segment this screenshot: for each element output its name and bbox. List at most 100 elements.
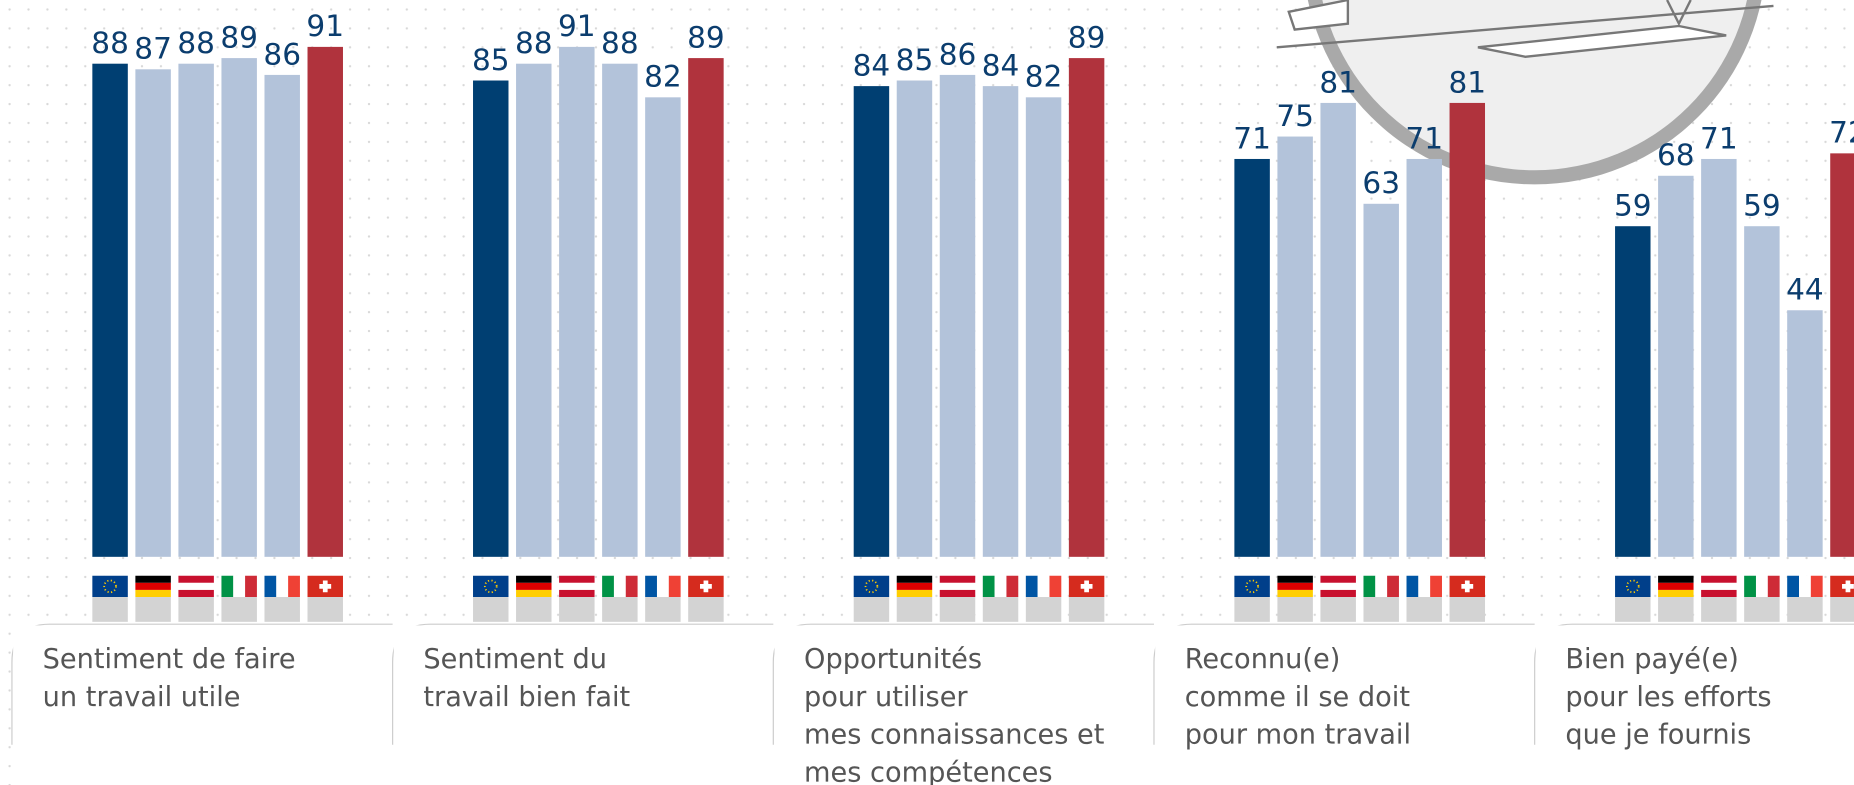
flag [940, 583, 975, 590]
flag-base [897, 597, 932, 622]
flag [1407, 576, 1419, 597]
flag [1363, 576, 1375, 597]
value-label: 84 [853, 48, 891, 82]
bar [92, 64, 127, 557]
category-label: Bien payé(e) [1565, 644, 1738, 675]
flag [645, 576, 657, 597]
flag-base [516, 597, 551, 622]
flag-base [92, 597, 127, 622]
value-label: 81 [1448, 65, 1486, 99]
bar [854, 86, 889, 557]
flag-base [1026, 597, 1061, 622]
bar [135, 69, 170, 557]
flag-base [1234, 597, 1269, 622]
value-label: 63 [1362, 166, 1400, 200]
value-label: 87 [134, 32, 172, 66]
bar [1277, 137, 1312, 557]
category-label: que je fournis [1565, 720, 1751, 751]
chart: 888788898691Sentiment de faireun travail… [0, 0, 1854, 785]
value-label: 88 [515, 26, 553, 60]
value-label: 71 [1700, 121, 1738, 155]
flag [178, 583, 213, 590]
flag-base [854, 597, 889, 622]
flag [233, 576, 245, 597]
flag [983, 576, 995, 597]
bar [1026, 97, 1061, 557]
flag [1658, 583, 1693, 590]
flag-base [559, 597, 594, 622]
flag [1658, 590, 1693, 597]
flag [897, 583, 932, 590]
flag-base [178, 597, 213, 622]
bar [516, 64, 551, 557]
value-label: 84 [982, 48, 1020, 82]
flag [602, 576, 614, 597]
flag [559, 590, 594, 597]
value-label: 91 [306, 9, 344, 43]
value-label: 44 [1786, 273, 1824, 307]
value-label: 71 [1405, 121, 1443, 155]
flag-base [1615, 597, 1650, 622]
value-label: 85 [472, 43, 510, 77]
flag [1320, 590, 1355, 597]
bar [940, 75, 975, 557]
bar [1701, 159, 1736, 557]
flag [1756, 576, 1768, 597]
flag [1701, 590, 1736, 597]
flag [1049, 576, 1061, 597]
category-label: travail bien fait [423, 682, 630, 713]
category-label: mes connaissances et [804, 720, 1105, 751]
bar [1069, 58, 1104, 557]
flag [1038, 576, 1050, 597]
category-label: Sentiment de faire [43, 644, 296, 675]
flag [178, 576, 213, 583]
bar [1830, 153, 1854, 556]
flag [1234, 576, 1269, 597]
flag-base [688, 597, 723, 622]
flag [264, 576, 276, 597]
flag [1615, 576, 1650, 597]
bar [308, 47, 343, 557]
flag [135, 590, 170, 597]
flag [559, 576, 594, 583]
flag [1658, 576, 1693, 583]
flag [657, 576, 669, 597]
flag [1006, 576, 1018, 597]
bar [983, 86, 1018, 557]
flag [626, 576, 638, 597]
value-label: 88 [601, 26, 639, 60]
flag [614, 576, 626, 597]
flag [1387, 576, 1399, 597]
value-label: 72 [1829, 116, 1854, 150]
flag [516, 576, 551, 583]
flag-base [135, 597, 170, 622]
flag [940, 590, 975, 597]
flag [288, 576, 300, 597]
flag [897, 590, 932, 597]
bar [1407, 159, 1442, 557]
bar [1658, 176, 1693, 557]
bar [1363, 204, 1398, 557]
flag-base [1658, 597, 1693, 622]
category-label: comme il se doit [1185, 682, 1411, 713]
flag [1320, 576, 1355, 583]
value-label: 81 [1319, 65, 1357, 99]
flag [940, 576, 975, 583]
flag [516, 583, 551, 590]
flag-base [940, 597, 975, 622]
value-label: 86 [939, 37, 977, 71]
flag-base [1320, 597, 1355, 622]
flag-base [1069, 597, 1104, 622]
bar [897, 81, 932, 557]
category-label: Reconnu(e) [1185, 644, 1341, 675]
flag [1799, 576, 1811, 597]
bar [264, 75, 299, 557]
flag-base [602, 597, 637, 622]
flag-base [308, 597, 343, 622]
flag-base [1744, 597, 1779, 622]
flag-base [1701, 597, 1736, 622]
flag [995, 576, 1007, 597]
flag [473, 576, 508, 597]
bar [645, 97, 680, 557]
category-label: pour mon travail [1185, 720, 1411, 751]
